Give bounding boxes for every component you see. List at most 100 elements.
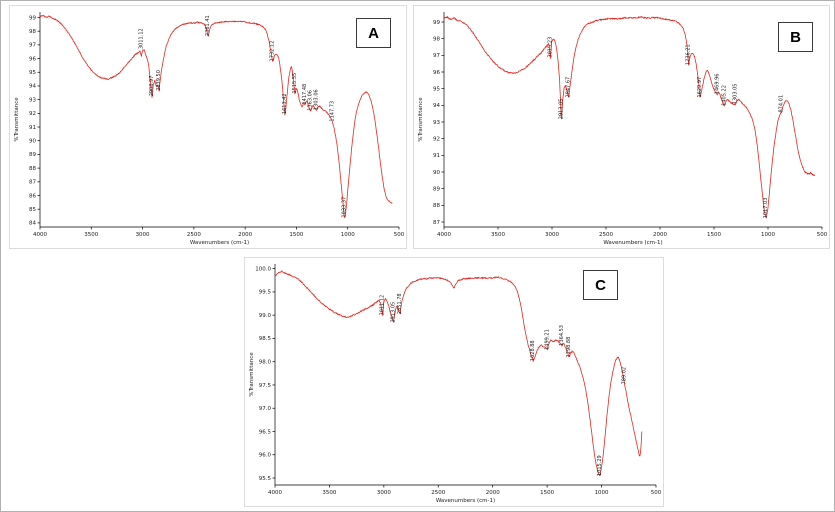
spectrum-trace [274, 270, 643, 477]
svg-text:500: 500 [394, 232, 405, 238]
y-axis-title: %Transmittance [14, 97, 20, 142]
svg-text:3000: 3000 [136, 232, 150, 238]
svg-text:95: 95 [433, 86, 440, 92]
svg-text:98: 98 [29, 29, 36, 35]
peak-label: 1015.29 [597, 455, 603, 476]
svg-text:96.5: 96.5 [259, 429, 272, 435]
peak-label: 1303.06 [314, 89, 320, 110]
svg-text:1000: 1000 [761, 232, 775, 238]
peak-label: 3011.12 [138, 28, 144, 49]
tick-labels: 99 98 97 96 95 94 93 92 91 90 89 88 87 86 85 84 4000 3500… [29, 15, 405, 238]
svg-text:1500: 1500 [540, 490, 554, 496]
svg-text:93: 93 [29, 97, 36, 103]
svg-text:97.5: 97.5 [259, 383, 272, 389]
panel-label-c: C [583, 270, 618, 300]
peak-label: 1405.22 [721, 85, 727, 106]
peak-label: 1736.21 [686, 44, 692, 65]
peak-label: 874.01 [779, 95, 785, 113]
peak-label: 1364.53 [559, 325, 565, 346]
peak-label: 1499.21 [544, 329, 550, 350]
svg-text:1000: 1000 [595, 490, 609, 496]
peak-label: 1732.12 [270, 41, 276, 62]
svg-text:98: 98 [433, 36, 440, 42]
svg-text:93: 93 [433, 120, 440, 126]
peak-label: 3011.12 [380, 295, 386, 316]
svg-text:3000: 3000 [545, 232, 559, 238]
peak-label: 1363.06 [308, 90, 314, 111]
tick-labels: 100.0 99.5 99.0 98.5 98.0 97.5 97.0 96.5 96.0 95.… [255, 266, 661, 496]
svg-text:4000: 4000 [33, 232, 47, 238]
svg-text:100.0: 100.0 [255, 266, 271, 272]
svg-text:2000: 2000 [486, 490, 500, 496]
spectrum-panel-b: 99 98 97 96 95 94 93 92 91 90 89 88 87 4000 3500 3000 25… [413, 5, 830, 249]
svg-text:2000: 2000 [238, 232, 252, 238]
svg-text:3500: 3500 [322, 490, 336, 496]
svg-text:94: 94 [29, 84, 36, 90]
svg-text:99: 99 [433, 20, 440, 26]
svg-text:97: 97 [433, 53, 440, 59]
svg-text:95.5: 95.5 [259, 476, 272, 482]
svg-text:87: 87 [433, 220, 440, 226]
peak-label: 2913.05 [390, 302, 396, 323]
x-axis-title: Wavenumbers (cm-1) [436, 498, 495, 504]
panel-label-b: B [778, 22, 813, 52]
peak-label: 1303.05 [732, 84, 738, 105]
svg-text:98.5: 98.5 [259, 336, 272, 342]
y-axis-title: %Transmittance [418, 97, 424, 142]
svg-text:2000: 2000 [653, 232, 667, 238]
svg-text:97: 97 [29, 43, 36, 49]
svg-text:99: 99 [29, 15, 36, 21]
svg-text:91: 91 [29, 125, 36, 131]
svg-text:3500: 3500 [491, 232, 505, 238]
svg-text:99.0: 99.0 [259, 313, 272, 319]
peak-label: 2361.41 [205, 15, 211, 36]
svg-text:84: 84 [29, 221, 36, 227]
axes [272, 264, 657, 488]
x-axis-title: Wavenumbers (cm-1) [190, 240, 249, 246]
svg-text:1000: 1000 [341, 232, 355, 238]
peak-label: 3015.23 [547, 37, 553, 58]
svg-text:4000: 4000 [268, 490, 282, 496]
svg-text:500: 500 [817, 232, 828, 238]
svg-text:97.0: 97.0 [259, 406, 272, 412]
svg-text:4000: 4000 [437, 232, 451, 238]
peak-label: 1469.96 [714, 74, 720, 95]
peak-label: 1515.55 [292, 73, 298, 94]
svg-text:500: 500 [651, 490, 662, 496]
peak-label: 1147.73 [330, 101, 336, 122]
svg-text:96.0: 96.0 [259, 453, 272, 459]
svg-text:91: 91 [433, 153, 440, 159]
spectrum-trace [443, 15, 816, 219]
panel-label-a: A [356, 18, 391, 48]
peak-label: 1628.88 [530, 340, 536, 361]
svg-text:98.0: 98.0 [259, 360, 272, 366]
svg-text:90: 90 [433, 170, 440, 176]
peak-label: 2839.50 [156, 70, 162, 91]
spectrum-panel-a: 99 98 97 96 95 94 93 92 91 90 89 88 87 86 85 84 4000 3500… [9, 5, 407, 249]
svg-text:95: 95 [29, 70, 36, 76]
peak-label: 1298.88 [566, 337, 572, 358]
peak-label: 1629.97 [697, 77, 703, 98]
svg-text:3500: 3500 [84, 232, 98, 238]
ftir-chart-a: 99 98 97 96 95 94 93 92 91 90 89 88 87 86 85 84 4000 3500… [14, 12, 405, 246]
peak-label: 2908.97 [149, 76, 155, 97]
svg-text:2500: 2500 [431, 490, 445, 496]
peak-label: 1033.37 [341, 197, 347, 218]
spectrum-trace [39, 14, 393, 219]
peak-label: 2913.05 [558, 99, 564, 120]
svg-text:94: 94 [433, 103, 440, 109]
svg-text:88: 88 [29, 166, 36, 172]
ftir-chart-b: 99 98 97 96 95 94 93 92 91 90 89 88 87 4000 3500 3000 25… [418, 12, 828, 246]
tick-labels: 99 98 97 96 95 94 93 92 91 90 89 88 87 4000 3500 3000 25… [433, 20, 828, 238]
peak-label: 2847.67 [566, 77, 572, 98]
svg-text:1500: 1500 [707, 232, 721, 238]
svg-text:2500: 2500 [599, 232, 613, 238]
svg-text:96: 96 [29, 56, 36, 62]
peak-wavenumber-labels: 3011.12 2913.05 2851.78 1628.88 1499.21 1364.… [380, 293, 628, 476]
svg-text:87: 87 [29, 180, 36, 186]
peak-label: 1017.03 [763, 198, 769, 219]
svg-text:92: 92 [433, 136, 440, 142]
svg-text:89: 89 [29, 152, 36, 158]
peak-label: 1613.42 [282, 93, 288, 114]
